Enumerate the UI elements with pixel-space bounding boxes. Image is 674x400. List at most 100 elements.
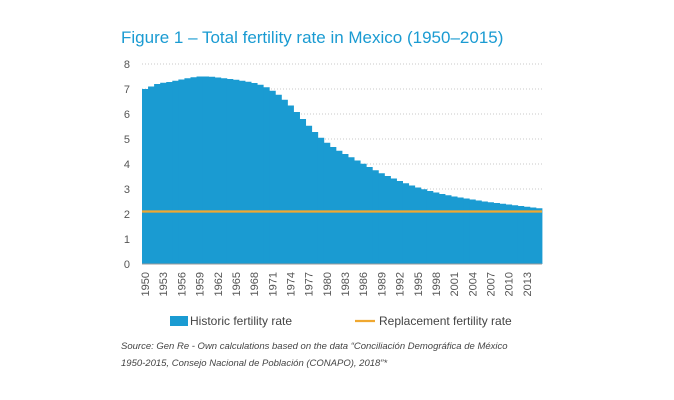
y-tick-label: 7 xyxy=(124,84,130,96)
y-tick-label: 0 xyxy=(124,259,130,271)
x-tick-label: 1962 xyxy=(213,272,225,296)
historic-bar xyxy=(469,199,476,264)
legend-label-replacement: Replacement fertility rate xyxy=(379,314,512,328)
x-tick-label: 1950 xyxy=(140,272,152,296)
historic-bar xyxy=(305,125,313,264)
historic-bar xyxy=(214,77,222,264)
x-tick-label: 1956 xyxy=(176,272,188,296)
historic-bar xyxy=(523,206,531,264)
source-note: Source: Gen Re - Own calculations based … xyxy=(121,338,561,372)
historic-bar xyxy=(457,197,464,264)
historic-bar xyxy=(220,78,228,264)
historic-bar xyxy=(323,142,331,264)
y-tick-label: 8 xyxy=(124,59,130,71)
historic-bar xyxy=(208,76,216,264)
x-tick-label: 1977 xyxy=(304,272,316,296)
historic-bar xyxy=(390,178,397,264)
historic-bar xyxy=(529,207,537,264)
legend-swatch-historic xyxy=(170,316,188,326)
x-tick-label: 2001 xyxy=(449,272,461,296)
historic-bar xyxy=(275,94,282,264)
historic-bar xyxy=(535,208,543,264)
historic-bar xyxy=(317,137,325,264)
y-tick-label: 2 xyxy=(124,209,130,221)
historic-bar xyxy=(493,203,500,264)
y-axis-ticks: 0 1 2 3 4 5 6 7 8 xyxy=(124,59,130,271)
historic-bar xyxy=(420,189,428,264)
historic-bar xyxy=(487,202,494,264)
historic-bar xyxy=(438,194,446,264)
historic-bar xyxy=(517,206,525,264)
historic-bar xyxy=(481,201,488,264)
historic-bar xyxy=(287,105,294,264)
historic-bar xyxy=(202,76,210,264)
y-tick-label: 6 xyxy=(124,109,130,121)
historic-bar xyxy=(226,79,234,264)
historic-bar xyxy=(311,132,319,264)
historic-bar xyxy=(372,170,379,264)
x-tick-label: 1995 xyxy=(413,272,425,296)
historic-bar xyxy=(366,167,373,264)
x-tick-label: 1974 xyxy=(285,272,297,296)
historic-bar xyxy=(154,84,161,264)
x-tick-label: 1980 xyxy=(322,272,334,296)
historic-bar xyxy=(402,183,410,264)
x-tick-label: 2010 xyxy=(504,272,516,296)
y-tick-label: 1 xyxy=(124,234,130,246)
x-tick-label: 1965 xyxy=(231,272,243,296)
historic-bar xyxy=(384,176,391,264)
historic-bar xyxy=(408,185,416,264)
historic-bar xyxy=(166,82,173,264)
x-tick-label: 2013 xyxy=(522,272,534,296)
y-tick-label: 3 xyxy=(124,184,130,196)
historic-bar xyxy=(251,83,258,264)
historic-bar xyxy=(335,150,343,264)
chart-title: Figure 1 – Total fertility rate in Mexic… xyxy=(121,28,504,47)
x-tick-label: 1989 xyxy=(376,272,388,296)
x-tick-label: 1998 xyxy=(431,272,443,296)
historic-bar xyxy=(475,200,482,264)
historic-bar xyxy=(505,204,513,264)
historic-bar xyxy=(245,81,252,264)
historic-bar xyxy=(293,112,300,264)
legend: Historic fertility rate Replacement fert… xyxy=(170,314,512,328)
historic-bar xyxy=(511,205,519,264)
historic-bar xyxy=(499,203,507,264)
x-tick-label: 1983 xyxy=(340,272,352,296)
historic-bar xyxy=(360,163,367,264)
x-tick-label: 1959 xyxy=(195,272,207,296)
source-line-2: 1950-2015, Consejo Nacional de Población… xyxy=(121,358,388,369)
historic-bar xyxy=(451,196,458,264)
x-tick-label: 1953 xyxy=(158,272,170,296)
historic-bar xyxy=(172,80,179,264)
historic-bar xyxy=(269,90,276,264)
historic-bar xyxy=(257,84,264,264)
historic-bar xyxy=(184,78,191,264)
historic-bar xyxy=(426,191,434,264)
historic-bar xyxy=(342,154,349,264)
x-axis-ticks: 1950 1953 1956 1959 1962 1965 1968 1971 1974 1977… xyxy=(140,272,534,296)
legend-label-historic: Historic fertility rate xyxy=(190,314,292,328)
historic-bars xyxy=(142,76,543,264)
historic-bar xyxy=(142,89,149,264)
historic-bar xyxy=(238,80,246,264)
historic-bar xyxy=(414,187,422,264)
x-tick-label: 1986 xyxy=(358,272,370,296)
y-tick-label: 5 xyxy=(124,134,130,146)
x-tick-label: 1968 xyxy=(249,272,261,296)
historic-bar xyxy=(232,79,240,264)
historic-bar xyxy=(463,198,470,264)
historic-bar xyxy=(148,86,155,264)
x-tick-label: 2004 xyxy=(467,272,479,296)
historic-bar xyxy=(281,99,288,264)
x-tick-label: 1971 xyxy=(267,272,279,296)
historic-bar xyxy=(299,119,307,264)
historic-bar xyxy=(445,195,452,264)
x-tick-label: 1992 xyxy=(395,272,407,296)
historic-bar xyxy=(329,147,337,264)
historic-bar xyxy=(396,181,404,264)
historic-bar xyxy=(263,87,270,264)
historic-bar xyxy=(190,77,197,264)
y-tick-label: 4 xyxy=(124,159,130,171)
